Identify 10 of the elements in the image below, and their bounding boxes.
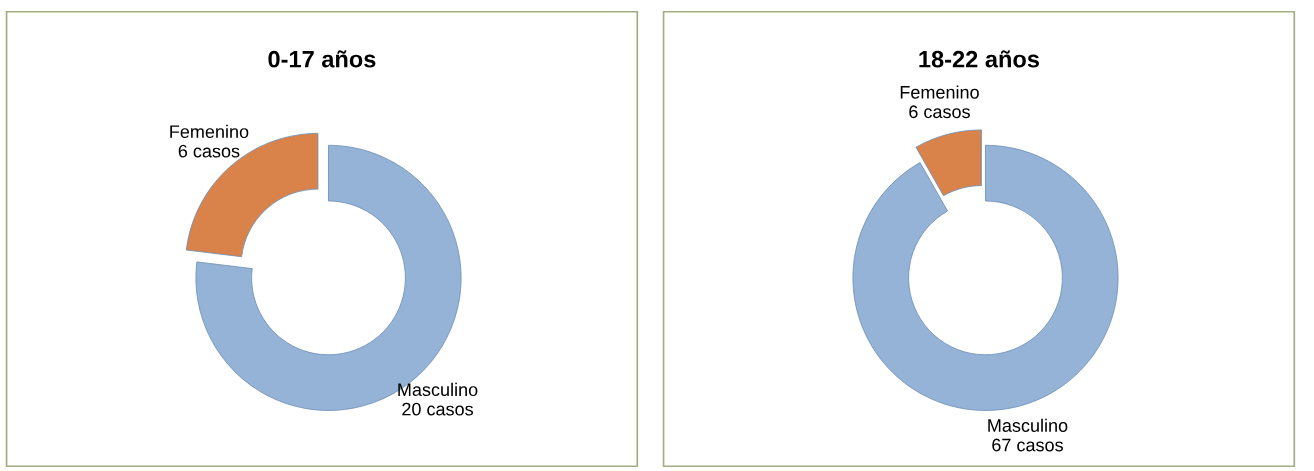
chart-title: 0-17 años [268, 50, 376, 68]
data-label: 6 casos [178, 144, 240, 158]
chart-title: 18-22 años [919, 50, 1039, 68]
data-label: 6 casos [909, 105, 970, 119]
slice-label: Masculino [988, 418, 1068, 432]
slice-label: Masculino [398, 382, 478, 397]
slice-label: Femenino [170, 124, 249, 139]
data-label: 67 casos [992, 438, 1063, 452]
slice-label: Femenino [900, 85, 979, 99]
data-label: 20 casos [402, 402, 473, 416]
